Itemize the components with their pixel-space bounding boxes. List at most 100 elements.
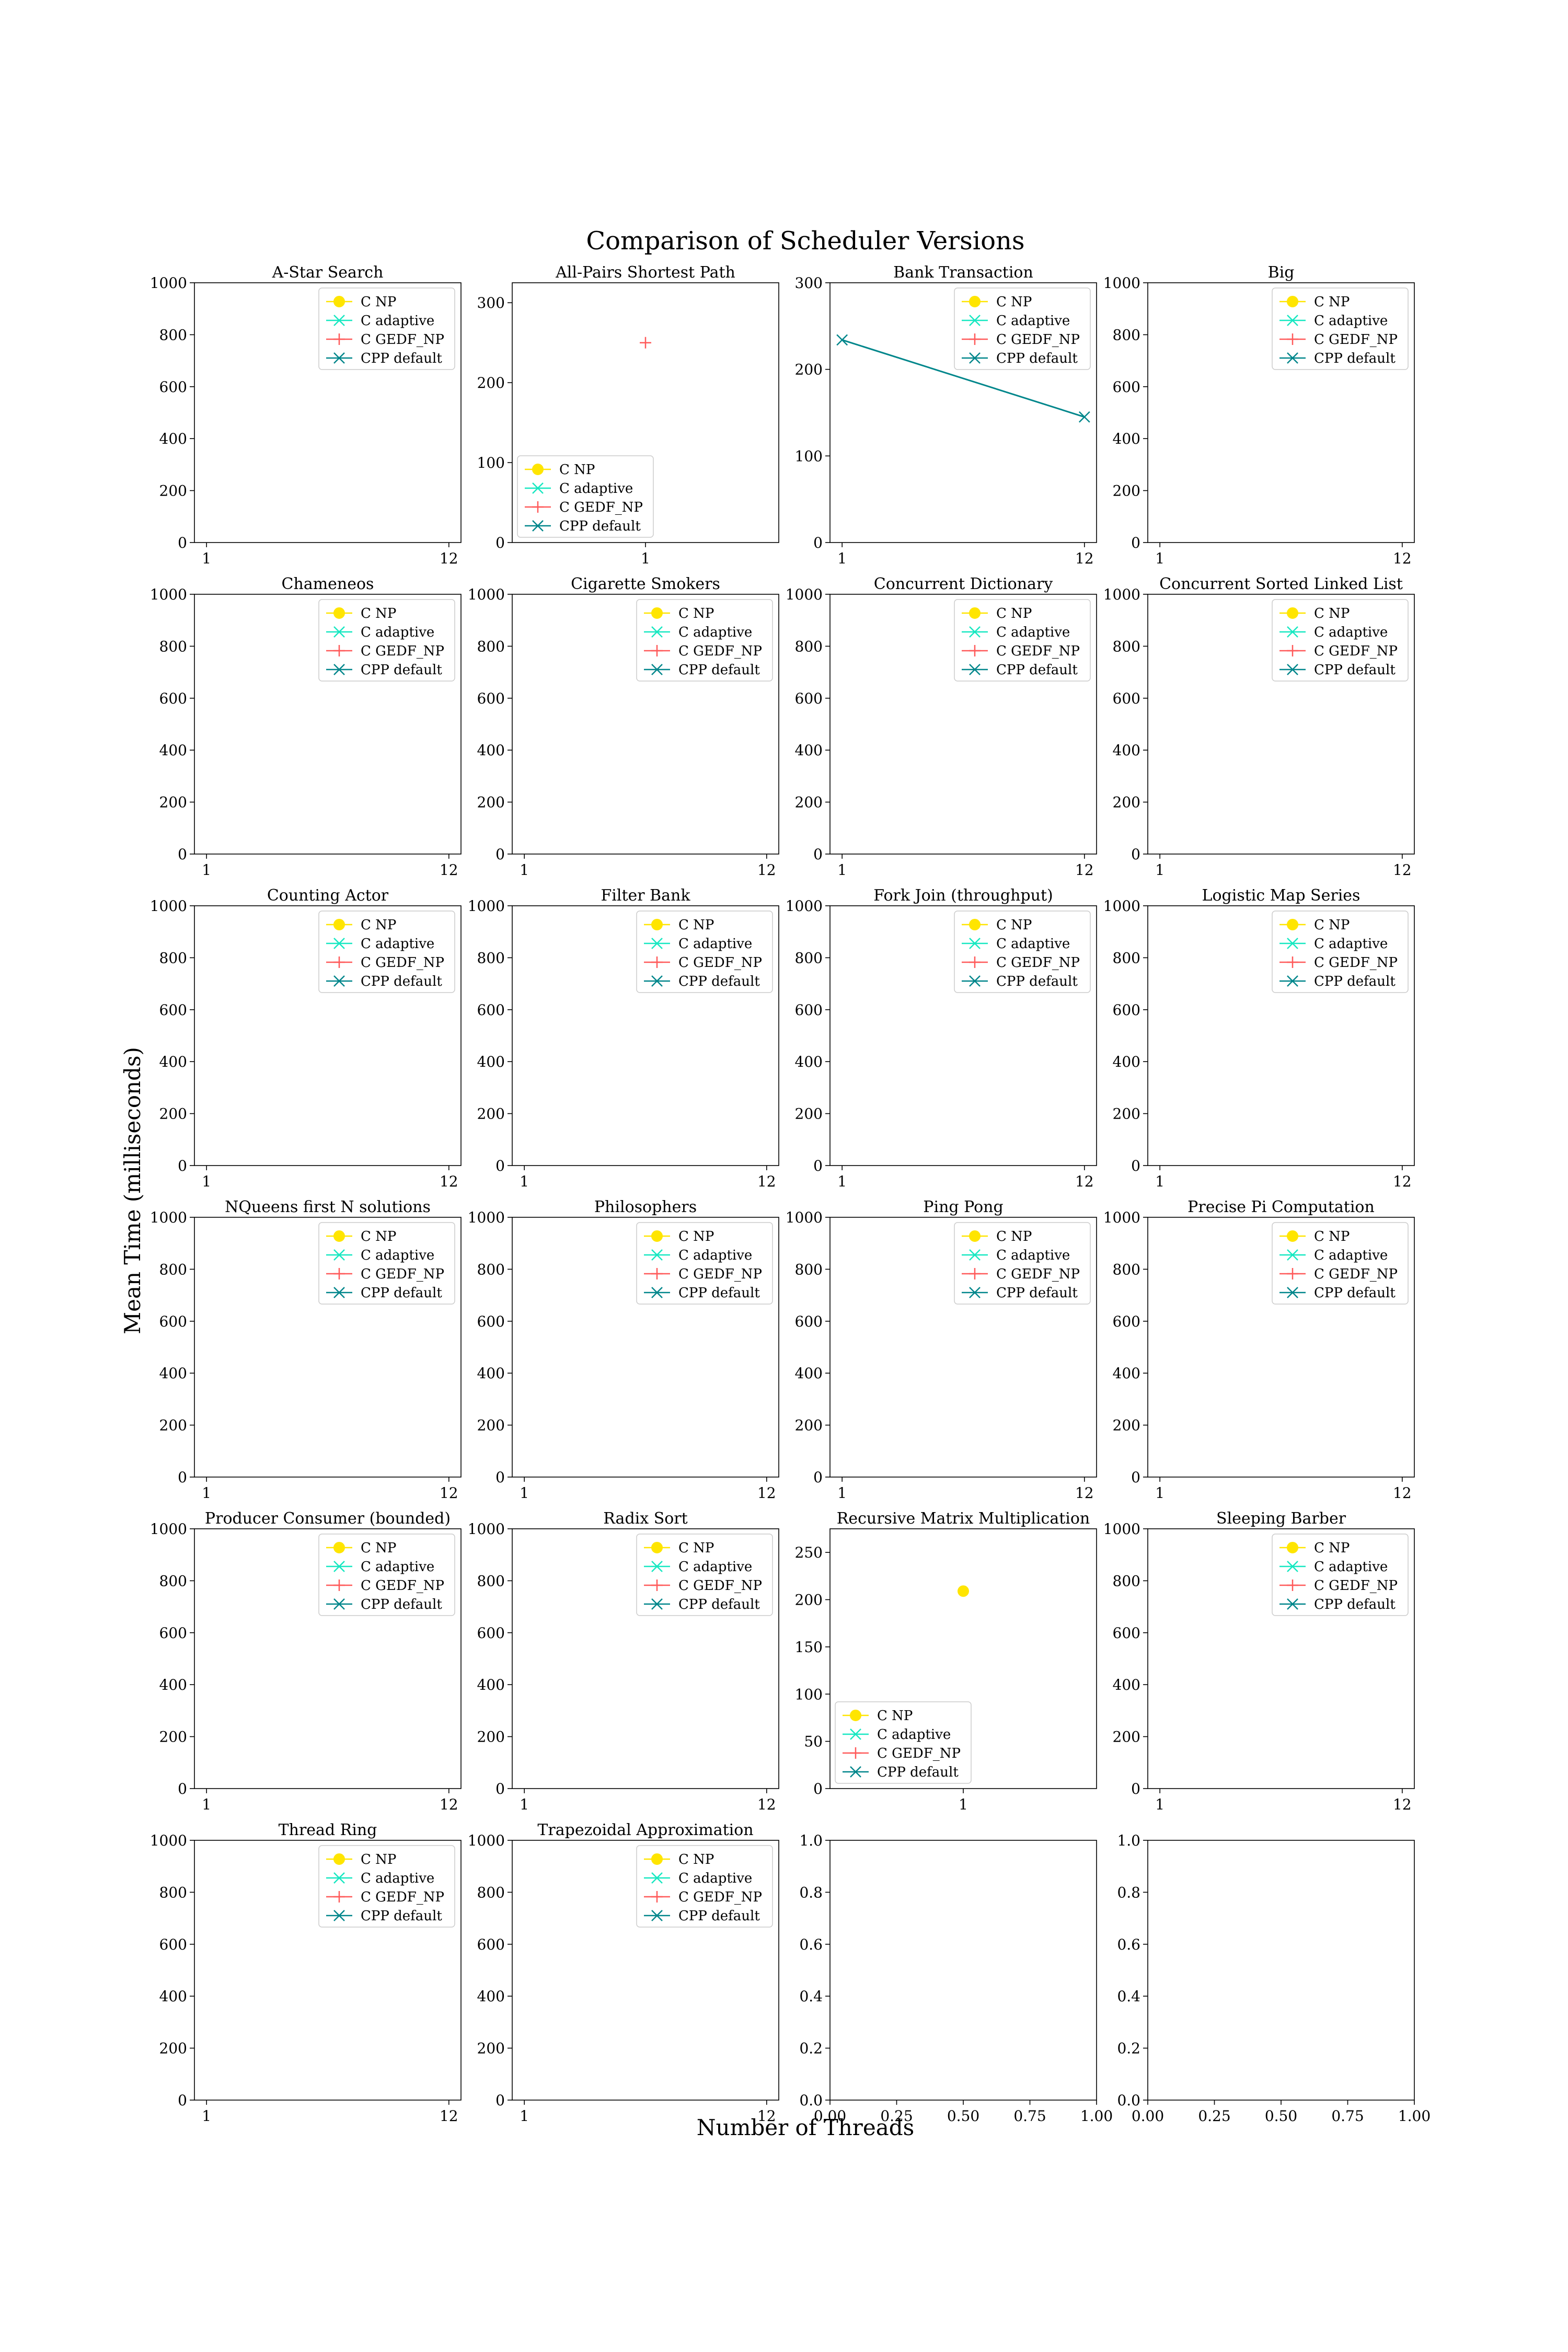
panel-16-precise-pi-computation: Precise Pi Computation 0 200 400 600 800 1000 1… bbox=[1103, 1198, 1415, 1502]
legend: C NP C adaptive C GEDF_NP CPP default bbox=[954, 599, 1091, 682]
y-tick-label: 0.2 bbox=[799, 2040, 823, 2057]
legend-marker bbox=[969, 352, 981, 364]
y-tick-label: 800 bbox=[795, 638, 823, 655]
legend-item-c-gedf-np: C GEDF_NP bbox=[644, 1578, 762, 1594]
legend-marker bbox=[333, 1230, 345, 1242]
axes-frame bbox=[512, 1217, 779, 1478]
legend-label: CPP default bbox=[361, 351, 442, 366]
legend-label: C GEDF_NP bbox=[361, 955, 444, 971]
legend-label: C adaptive bbox=[361, 1871, 434, 1886]
legend-marker-b bbox=[333, 1287, 345, 1298]
data-point-cpp-default bbox=[1078, 411, 1090, 423]
legend-marker bbox=[969, 1230, 981, 1242]
legend-item-c-adaptive: C adaptive bbox=[1279, 1248, 1388, 1263]
y-tick-label: 800 bbox=[477, 1572, 505, 1589]
legend-item-cpp-default: CPP default bbox=[326, 1908, 442, 1924]
legend-item-c-adaptive: C adaptive bbox=[326, 936, 434, 952]
panel-title: Bank Transaction bbox=[893, 263, 1033, 282]
legend-box bbox=[1272, 1222, 1409, 1305]
legend: C NP C adaptive C GEDF_NP CPP default bbox=[954, 287, 1091, 370]
x-tick-label: 1 bbox=[520, 1796, 529, 1813]
legend-item-c-np: C NP bbox=[1279, 917, 1350, 933]
x-tick-label: 1.00 bbox=[1398, 2107, 1431, 2125]
legend: C NP C adaptive C GEDF_NP CPP default bbox=[954, 910, 1091, 993]
legend-marker-b bbox=[1287, 626, 1298, 638]
y-tick-label: 600 bbox=[159, 378, 187, 396]
legend-marker bbox=[651, 1542, 663, 1553]
y-tick-label: 400 bbox=[795, 1053, 823, 1070]
legend-label: C NP bbox=[1314, 1229, 1350, 1244]
legend-label: CPP default bbox=[996, 1285, 1078, 1301]
legend-label: C adaptive bbox=[361, 313, 434, 329]
axes-frame bbox=[829, 594, 1097, 855]
legend-label: C NP bbox=[559, 462, 595, 478]
legend-item-c-np: C NP bbox=[644, 1229, 714, 1244]
legend-box bbox=[636, 910, 773, 993]
panel-5-chameneos: Chameneos 0 200 400 600 800 1000 1 12 C NP C adapt… bbox=[150, 575, 462, 879]
legend-item-cpp-default: CPP default bbox=[843, 1765, 959, 1780]
legend-marker-b bbox=[1287, 1287, 1298, 1298]
legend-item-c-gedf-np: C GEDF_NP bbox=[1279, 955, 1398, 971]
y-tick-label: 400 bbox=[1113, 742, 1140, 759]
y-tick-label: 600 bbox=[477, 690, 505, 707]
y-tick-label: 600 bbox=[1113, 1001, 1140, 1019]
x-tick-label: 12 bbox=[1075, 861, 1094, 879]
legend-item-c-gedf-np: C GEDF_NP bbox=[326, 1889, 444, 1905]
legend-item-cpp-default: CPP default bbox=[1279, 662, 1396, 678]
y-tick-label: 0.0 bbox=[1117, 2092, 1140, 2109]
legend-marker-b bbox=[651, 1598, 663, 1610]
legend-marker bbox=[651, 1230, 663, 1242]
legend-label: C adaptive bbox=[1314, 313, 1388, 329]
legend-label: C GEDF_NP bbox=[1314, 1266, 1398, 1282]
legend-marker bbox=[333, 956, 345, 968]
x-tick-label: 12 bbox=[1393, 1796, 1412, 1813]
x-tick-label: 0.25 bbox=[880, 2107, 913, 2125]
y-tick-label: 1.0 bbox=[799, 1832, 823, 1849]
y-tick-label: 600 bbox=[1113, 690, 1140, 707]
y-tick-label: 100 bbox=[795, 1686, 823, 1703]
x-tick-label: 0.75 bbox=[1013, 2107, 1046, 2125]
panel-1-a-star-search: A-Star Search 0 200 400 600 800 1000 1 12 C NP C a… bbox=[150, 263, 462, 567]
legend-box bbox=[636, 599, 773, 682]
panel-title: Trapezoidal Approximation bbox=[537, 1821, 753, 1839]
y-tick-label: 0 bbox=[495, 846, 505, 863]
y-tick-label: 600 bbox=[1113, 1624, 1140, 1642]
legend-marker bbox=[333, 352, 345, 364]
legend-item-c-adaptive: C adaptive bbox=[843, 1727, 951, 1743]
legend-label: C adaptive bbox=[361, 1248, 434, 1263]
legend-marker bbox=[333, 1561, 345, 1572]
legend-item-c-adaptive: C adaptive bbox=[326, 313, 434, 329]
y-tick-label: 600 bbox=[159, 1624, 187, 1642]
legend-item-c-gedf-np: C GEDF_NP bbox=[326, 332, 444, 348]
y-tick-label: 150 bbox=[795, 1639, 823, 1656]
legend-label: C NP bbox=[678, 606, 714, 621]
legend-item-c-gedf-np: C GEDF_NP bbox=[644, 643, 762, 659]
axes-frame bbox=[194, 1528, 462, 1789]
y-tick-label: 1000 bbox=[786, 897, 823, 915]
y-tick-label: 200 bbox=[795, 794, 823, 811]
y-tick-label: 600 bbox=[1113, 1313, 1140, 1330]
legend-marker bbox=[651, 1872, 663, 1884]
y-tick-label: 1.0 bbox=[1117, 1832, 1140, 1849]
legend-label: C NP bbox=[1314, 294, 1350, 310]
legend-box bbox=[1272, 910, 1409, 993]
x-tick-label: 12 bbox=[1075, 1484, 1094, 1502]
legend-marker-b bbox=[969, 1287, 981, 1298]
legend-marker-b bbox=[333, 975, 345, 987]
y-tick-label: 400 bbox=[1113, 1365, 1140, 1382]
x-tick-label: 12 bbox=[757, 1796, 776, 1813]
legend-marker bbox=[651, 664, 663, 675]
legend-marker bbox=[1287, 1249, 1298, 1261]
panel-3-bank-transaction: Bank Transaction 0 100 200 300 1 12 C NP C adapt… bbox=[795, 263, 1097, 567]
legend-label: C adaptive bbox=[559, 481, 633, 497]
panel-title: Radix Sort bbox=[603, 1509, 687, 1528]
panel-title: Ping Pong bbox=[923, 1198, 1003, 1216]
legend-label: C GEDF_NP bbox=[361, 1578, 444, 1594]
legend-item-c-gedf-np: C GEDF_NP bbox=[1279, 1578, 1398, 1594]
legend-marker-b bbox=[850, 1766, 861, 1778]
y-tick-label: 1000 bbox=[468, 1209, 505, 1226]
x-tick-label: 0.50 bbox=[1265, 2107, 1297, 2125]
legend-box bbox=[636, 1222, 773, 1305]
legend-label: C NP bbox=[361, 917, 396, 933]
axes-frame bbox=[829, 282, 1097, 543]
